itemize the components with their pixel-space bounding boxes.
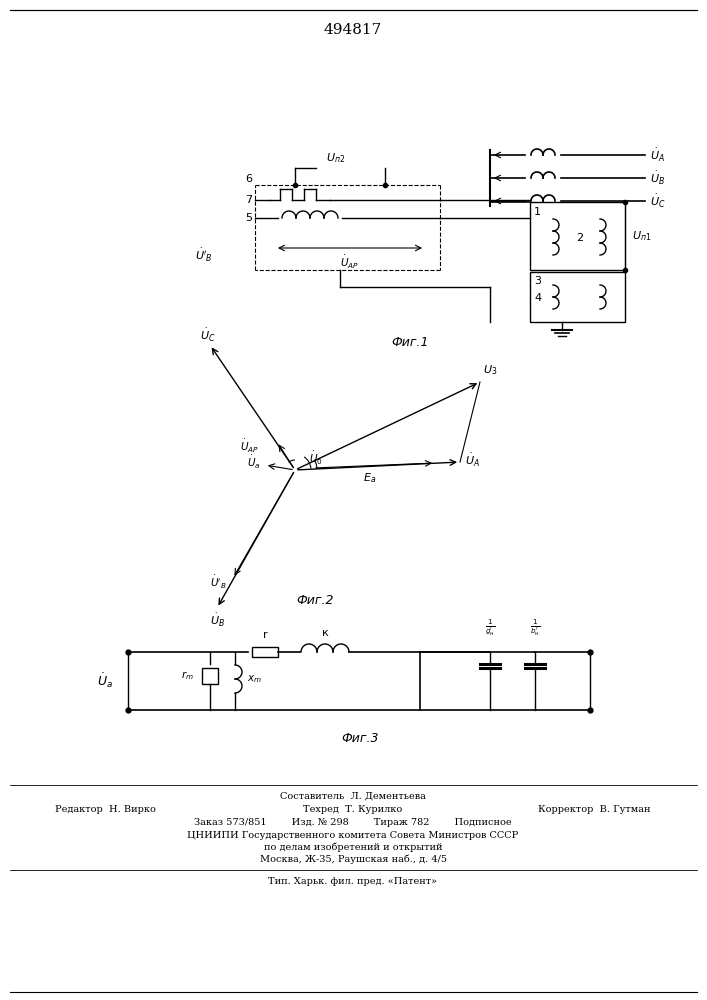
Text: $E_a$: $E_a$	[363, 471, 377, 485]
Text: r: r	[263, 630, 267, 640]
Text: $\frac{1}{g^{\prime}_н}$: $\frac{1}{g^{\prime}_н}$	[485, 617, 495, 638]
Text: Техред  Т. Курилко: Техред Т. Курилко	[303, 805, 402, 814]
Text: $\dot{U}_a$: $\dot{U}_a$	[247, 453, 261, 471]
Bar	[530, 202, 625, 270]
Text: 6: 6	[245, 174, 252, 184]
Text: Москва, Ж-35, Раушская наб., д. 4/5: Москва, Ж-35, Раушская наб., д. 4/5	[259, 855, 447, 864]
Text: 1: 1	[534, 207, 541, 217]
Text: Тип. Харьк. фил. пред. «Патент»: Тип. Харьк. фил. пред. «Патент»	[269, 877, 438, 886]
Text: $\dot{U}_C$: $\dot{U}_C$	[200, 326, 216, 344]
Text: $\dot{U}'_B$: $\dot{U}'_B$	[195, 246, 213, 264]
Text: Редактор  Н. Вирко: Редактор Н. Вирко	[55, 805, 156, 814]
Text: ЦНИИПИ Государственного комитета Совета Министров СССР: ЦНИИПИ Государственного комитета Совета …	[187, 831, 519, 840]
Text: $\dot{U}_A$: $\dot{U}_A$	[465, 451, 480, 469]
Text: 3: 3	[534, 276, 541, 286]
Text: 494817: 494817	[324, 23, 382, 37]
Text: $\dot{U}_B$: $\dot{U}_B$	[210, 611, 225, 629]
Text: $\dot{U}_A$: $\dot{U}_A$	[650, 146, 665, 164]
Bar	[530, 272, 625, 322]
Text: $U_{п2}$: $U_{п2}$	[326, 151, 346, 165]
Text: Фиг.1: Фиг.1	[391, 336, 428, 350]
Bar	[202, 668, 218, 684]
Text: $\dot{U}_a$: $\dot{U}_a$	[97, 672, 113, 690]
Bar	[252, 647, 278, 657]
Text: $\dot{U}_B$: $\dot{U}_B$	[650, 169, 665, 187]
Text: $\dot{U}_0$: $\dot{U}_0$	[309, 449, 323, 467]
Text: 4: 4	[534, 293, 541, 303]
Text: $U_3$: $U_3$	[483, 363, 498, 377]
Text: к: к	[322, 628, 328, 638]
Text: $x_m$: $x_m$	[247, 673, 262, 685]
Text: $\dot{U}_C$: $\dot{U}_C$	[650, 192, 665, 210]
Text: Фиг.2: Фиг.2	[296, 593, 334, 606]
Text: $\dot{U}_{АР}$: $\dot{U}_{АР}$	[341, 254, 360, 271]
Text: Заказ 573/851        Изд. № 298        Тираж 782        Подписное: Заказ 573/851 Изд. № 298 Тираж 782 Подпи…	[194, 818, 512, 827]
Text: Фиг.3: Фиг.3	[341, 732, 379, 744]
Text: 2: 2	[576, 233, 583, 243]
Text: $\dot{U}_{АР}$: $\dot{U}_{АР}$	[240, 437, 259, 455]
Text: $\dot{U}'_B$: $\dot{U}'_B$	[210, 573, 227, 591]
Text: $\frac{1}{b^{\prime}_н}$: $\frac{1}{b^{\prime}_н}$	[530, 617, 540, 638]
Text: по делам изобретений и открытий: по делам изобретений и открытий	[264, 843, 443, 852]
Text: Корректор  В. Гутман: Корректор В. Гутман	[537, 805, 650, 814]
Text: Составитель  Л. Дементьева: Составитель Л. Дементьева	[280, 792, 426, 801]
Text: $r_m$: $r_m$	[181, 670, 194, 682]
Text: 7: 7	[245, 195, 252, 205]
Text: $U_{п1}$: $U_{п1}$	[632, 229, 651, 243]
Text: 5: 5	[245, 213, 252, 223]
